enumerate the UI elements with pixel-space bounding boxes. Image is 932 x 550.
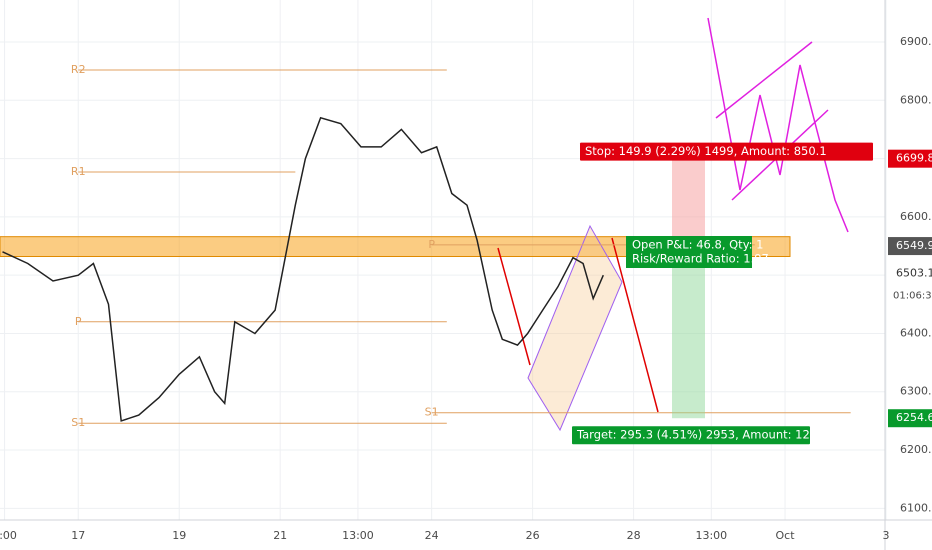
annotation-box [580, 142, 873, 161]
y-tick-label: 6400.0 [900, 326, 932, 339]
price-tag-label: 6503.1 [896, 266, 932, 279]
y-tick-label: 6900.0 [900, 35, 932, 48]
drawing [707, 17, 849, 233]
annotation-text: Open P&L: 46.8, Qty: 1 [632, 238, 764, 252]
annotation-text: Target: 295.3 (4.51%) 2953, Amount: 1295… [576, 428, 835, 442]
x-tick-label: 3 [883, 529, 890, 542]
x-tick-label: 13:00 [342, 529, 374, 542]
x-tick-label: 19 [172, 529, 186, 542]
y-tick-label: 6200.0 [900, 443, 932, 456]
price-tag [888, 409, 932, 428]
price-tag [888, 237, 932, 256]
price-tag-label: 6254.6 [896, 411, 932, 424]
y-tick-label: 6800.0 [900, 93, 932, 106]
y-tick-label: 6100.0 [900, 501, 932, 514]
x-tick-label: 24 [425, 529, 439, 542]
pivot-label: R2 [71, 63, 86, 76]
price-tag-label: 6699.8 [896, 152, 932, 165]
pivot-label: P [428, 238, 435, 251]
countdown: 01:06:38 [893, 290, 932, 301]
price-tag [888, 264, 932, 283]
price-tag [888, 149, 932, 168]
x-tick-label: 13:00 [695, 529, 727, 542]
arrow [497, 237, 659, 413]
pivot-label: P [75, 315, 82, 328]
pivot-label: S1 [425, 406, 439, 419]
annotation-text: Stop: 149.9 (2.29%) 1499, Amount: 850.1 [585, 144, 827, 158]
x-tick-label: 3:00 [0, 529, 17, 542]
pivot-label: S1 [71, 416, 85, 429]
annotation-box [626, 236, 752, 268]
zone [0, 236, 791, 258]
x-tick-label: 21 [273, 529, 287, 542]
x-tick-label: 26 [526, 529, 540, 542]
y-tick-label: 6300.0 [900, 385, 932, 398]
y-tick-label: 6600.0 [900, 210, 932, 223]
x-tick-label: 28 [627, 529, 641, 542]
x-tick-label: 17 [71, 529, 85, 542]
target-zone [672, 246, 705, 419]
price-tag-label: 6549.9 [896, 239, 932, 252]
annotation-text: Risk/Reward Ratio: 1.97 [632, 252, 769, 266]
x-tick-label: Oct [776, 529, 796, 542]
stop-zone [672, 158, 705, 247]
price-line [2, 116, 604, 422]
pivot-label: R1 [71, 165, 86, 178]
annotation-box [572, 426, 810, 445]
